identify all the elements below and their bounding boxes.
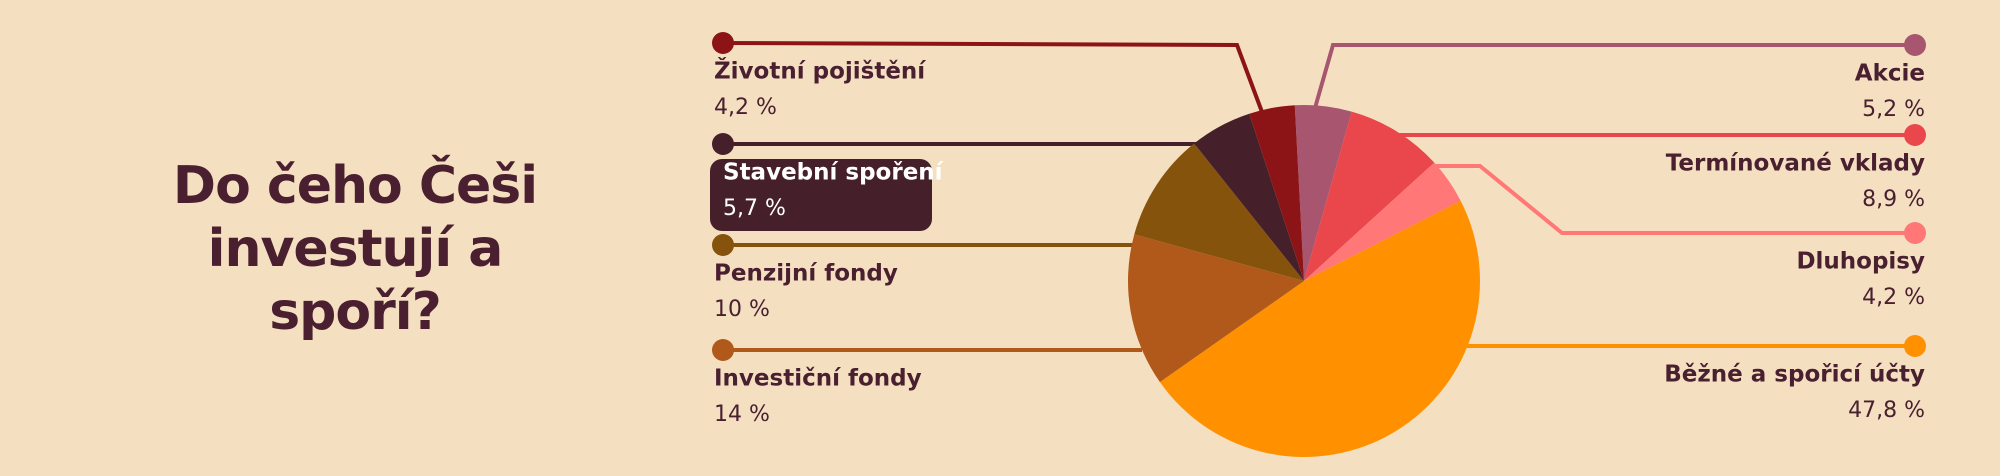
leader-dot xyxy=(712,32,734,54)
leader-dot xyxy=(712,133,734,155)
value-label: 14 % xyxy=(714,402,770,427)
value-label: 10 % xyxy=(714,297,770,322)
pie-slice xyxy=(1159,200,1480,458)
category-label: Dluhopisy xyxy=(1796,249,1925,275)
value-label: 5,2 % xyxy=(1862,97,1925,122)
leader-dot xyxy=(1904,34,1926,56)
leader-line xyxy=(1430,164,1915,235)
category-label: Životní pojištění xyxy=(714,57,926,85)
highlight-box xyxy=(710,159,932,231)
chart-title: Do čeho Češi investují a spoří? xyxy=(172,156,538,342)
category-label: Stavební spoření xyxy=(723,160,944,186)
leader-dot xyxy=(712,339,734,361)
value-label: 47,8 % xyxy=(1848,398,1925,423)
value-label: 8,9 % xyxy=(1862,187,1925,212)
category-label: Termínované vklady xyxy=(1666,151,1925,177)
value-label: 5,7 % xyxy=(723,196,786,221)
category-label: Penzijní fondy xyxy=(714,261,898,287)
pie-slice xyxy=(1127,234,1304,383)
value-label: 4,2 % xyxy=(1862,285,1925,310)
category-label: Akcie xyxy=(1855,61,1925,87)
pie-slice xyxy=(1304,162,1461,281)
leader-dot xyxy=(1904,335,1926,357)
leader-dot xyxy=(1904,124,1926,146)
category-label: Investiční fondy xyxy=(714,366,922,392)
pie-slice xyxy=(1304,111,1435,281)
category-label: Běžné a spořicí účty xyxy=(1664,362,1925,388)
leader-dot xyxy=(1904,222,1926,244)
pie-slice xyxy=(1249,105,1304,281)
leader-dot xyxy=(712,234,734,256)
leader-line xyxy=(722,41,1264,113)
value-label: 4,2 % xyxy=(714,95,777,120)
pie-slice xyxy=(1294,105,1352,281)
leader-line xyxy=(1313,43,1915,109)
pie-slice xyxy=(1134,143,1304,281)
pie-slice xyxy=(1194,113,1304,281)
